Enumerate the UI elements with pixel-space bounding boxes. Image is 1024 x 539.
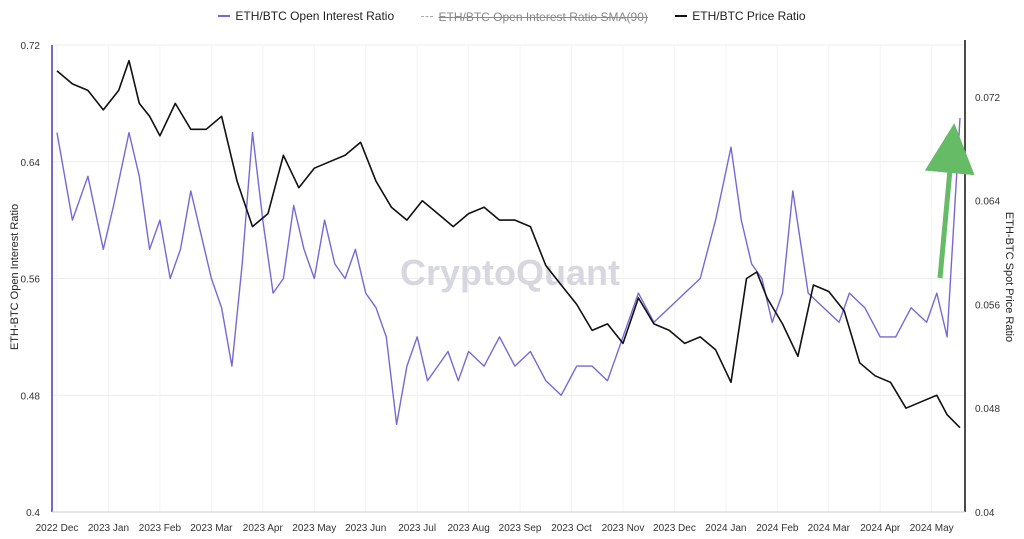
y-left-tick-label: 0.72	[21, 41, 41, 52]
x-tick-label: 2023 Jun	[345, 523, 386, 534]
y-right-tick-label: 0.04	[975, 508, 995, 519]
x-tick-label: 2024 May	[910, 523, 954, 534]
x-tick-label: 2023 Oct	[551, 523, 592, 534]
y-left-tick-label: 0.48	[21, 391, 41, 402]
x-tick-label: 2022 Dec	[36, 523, 79, 534]
legend: ETH/BTC Open Interest Ratio ETH/BTC Open…	[0, 6, 1024, 24]
x-tick-label: 2024 Jan	[705, 523, 746, 534]
x-tick-label: 2024 Mar	[808, 523, 851, 534]
legend-item-oi-ratio[interactable]: ETH/BTC Open Interest Ratio	[218, 9, 394, 23]
legend-item-price-ratio[interactable]: ETH/BTC Price Ratio	[675, 9, 806, 23]
x-tick-label: 2023 Apr	[243, 523, 284, 534]
series-line-oi-ratio	[56, 117, 961, 426]
y-right-tick-label: 0.072	[975, 93, 1000, 104]
x-tick-label: 2023 Jan	[88, 523, 129, 534]
legend-item-oi-sma[interactable]: ETH/BTC Open Interest Ratio SMA(90)	[421, 9, 648, 24]
trend-arrow	[924, 123, 975, 279]
y-left-tick-label: 0.56	[21, 275, 41, 286]
legend-swatch-oi-ratio	[218, 15, 231, 17]
x-tick-label: 2023 May	[292, 523, 336, 534]
series-line-price-ratio	[56, 59, 961, 429]
legend-swatch-oi-sma	[421, 16, 434, 17]
x-tick-label: 2023 Feb	[139, 523, 182, 534]
y-left-tick-label: 0.4	[26, 508, 40, 519]
x-tick-label: 2024 Feb	[756, 523, 799, 534]
watermark-text: CryptoQuant	[400, 252, 620, 293]
x-tick-label: 2023 Sep	[499, 523, 542, 534]
legend-label-price-ratio: ETH/BTC Price Ratio	[692, 9, 806, 23]
x-tick-label: 2023 Jul	[398, 523, 436, 534]
y-left-tick-label: 0.64	[21, 158, 41, 169]
legend-swatch-price-ratio	[675, 15, 688, 17]
x-tick-label: 2023 Mar	[190, 523, 233, 534]
x-tick-label: 2023 Dec	[653, 523, 696, 534]
legend-label-oi-ratio: ETH/BTC Open Interest Ratio	[235, 9, 395, 23]
y-right-tick-label: 0.056	[975, 300, 1000, 311]
x-tick-label: 2023 Aug	[447, 523, 489, 534]
legend-label-oi-sma: ETH/BTC Open Interest Ratio SMA(90)	[438, 9, 648, 24]
x-tick-label: 2024 Apr	[860, 523, 901, 534]
y-axis-left-title: ETH-BTC Open Interest Ratio	[9, 204, 21, 350]
x-tick-label: 2023 Nov	[602, 523, 645, 534]
y-right-tick-label: 0.064	[975, 197, 1000, 208]
y-axis-right-title: ETH-BTC Spot Price Ratio	[1003, 212, 1015, 342]
y-right-tick-label: 0.048	[975, 404, 1000, 415]
